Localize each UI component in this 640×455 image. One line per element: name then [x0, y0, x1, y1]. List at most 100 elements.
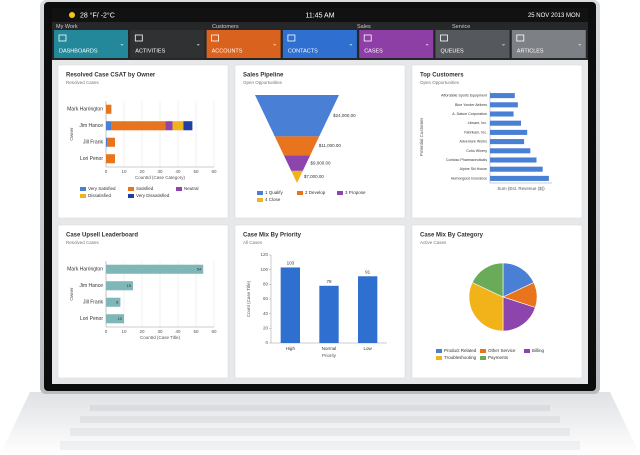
- x-tick-label: 40: [175, 169, 181, 174]
- bar: [490, 93, 515, 99]
- bar: [490, 139, 525, 145]
- y-tick-label: 0: [265, 340, 268, 345]
- legend-swatch: [297, 191, 303, 195]
- bar-segment: [107, 137, 115, 147]
- y-tick-label: 20: [263, 326, 269, 331]
- panel-subtitle: All Cases: [243, 240, 263, 245]
- tile-label: ACCOUNTS: [212, 48, 243, 54]
- nav-tile[interactable]: QUEUES ⌄: [435, 30, 510, 58]
- x-tick-label: 0: [105, 169, 108, 174]
- category-label: Contoso Pharmaceuticals: [446, 158, 487, 162]
- nav-tile[interactable]: ARTICLES ⌄: [511, 30, 586, 58]
- nav-tile[interactable]: ACTIVITIES ⌄: [130, 30, 205, 58]
- nav-tile[interactable]: CASES ⌄: [359, 30, 434, 58]
- value-label: 10: [118, 316, 123, 321]
- nav-tile[interactable]: CONTACTS ⌄: [282, 30, 357, 58]
- x-axis-label: Sum (Est. Revenue ($)): [497, 186, 545, 191]
- keyboard: [60, 405, 580, 450]
- category-label: Fabrikam, Inc.: [464, 130, 487, 134]
- y-axis-label: Count (Case Title): [246, 280, 251, 317]
- category-label: Jim Hance: [79, 283, 103, 289]
- bar: [106, 281, 133, 291]
- bar-segment: [165, 121, 173, 131]
- legend-label: 1 Qualify: [265, 190, 284, 195]
- dashboard: 28 °F/ -2°C 11:45 AM 25 NOV 2013 MON My …: [52, 8, 588, 384]
- category-label: Mark Harrington: [67, 267, 103, 273]
- weather-icon: [69, 12, 75, 18]
- tile-chevron: ⌄: [425, 42, 430, 48]
- value-label: 54: [197, 266, 202, 271]
- pie-slice: [502, 296, 536, 332]
- value-label: $24,000.00: [333, 113, 356, 118]
- value-label: 15: [127, 283, 132, 288]
- category-label: Blue Yonder Airlines: [455, 103, 487, 107]
- legend-label: Very Dissatisfied: [136, 193, 170, 198]
- legend-swatch: [128, 194, 134, 198]
- legend-swatch: [257, 191, 263, 195]
- y-tick-label: 60: [263, 296, 269, 301]
- legend-label: Neutral: [184, 186, 199, 191]
- value-label: 8: [116, 299, 119, 304]
- legend-swatch: [176, 187, 182, 191]
- date: 25 NOV 2013 MON: [528, 13, 580, 19]
- bar: [490, 148, 531, 154]
- laptop-base: [0, 392, 640, 455]
- x-tick-label: 20: [139, 329, 145, 334]
- x-axis-label: CountId (Case Title): [140, 335, 181, 340]
- tile-chevron: ⌄: [196, 42, 201, 48]
- legend-label: Billing: [532, 348, 545, 353]
- tile-chevron: ⌄: [501, 42, 506, 48]
- x-axis-label: CountId (Case Category): [135, 175, 186, 180]
- bar-segment: [106, 104, 112, 114]
- panel-subtitle: Resolved Cases: [66, 240, 100, 245]
- legend-label: Satisfied: [136, 186, 154, 191]
- nav-tile[interactable]: DASHBOARDS ⌄: [54, 30, 128, 58]
- nav-group: Service: [452, 24, 470, 30]
- tile-chevron: ⌄: [348, 42, 353, 48]
- y-tick-label: 100: [260, 267, 268, 272]
- bar-segment: [111, 121, 166, 131]
- tile-chevron: ⌄: [119, 42, 124, 48]
- category-label: Jim Hance: [79, 123, 103, 129]
- pie-slice: [468, 282, 504, 332]
- legend-swatch: [480, 356, 486, 360]
- x-tick-label: 0: [105, 329, 108, 334]
- x-tick-label: 10: [121, 329, 127, 334]
- x-tick-label: 30: [157, 329, 163, 334]
- legend-label: Payments: [488, 355, 509, 360]
- tile-label: QUEUES: [441, 48, 465, 54]
- legend-swatch: [80, 187, 86, 191]
- panel-subtitle: Active Cases: [420, 240, 447, 245]
- value-label: 78: [326, 279, 332, 284]
- legend-swatch: [524, 349, 530, 353]
- tile-icon: [211, 34, 220, 42]
- panel-title: Sales Pipeline: [243, 73, 284, 79]
- x-axis-label: Priority: [322, 353, 337, 358]
- x-tick-label: High: [286, 346, 296, 351]
- tile-icon: [363, 34, 372, 42]
- legend-swatch: [436, 356, 442, 360]
- funnel-segment: [255, 95, 339, 137]
- nav-tile[interactable]: ACCOUNTS ⌄: [206, 30, 281, 58]
- value-label: 91: [365, 269, 371, 274]
- category-label: Lori Penor: [80, 316, 103, 322]
- weather: 28 °F/ -2°C: [80, 11, 115, 19]
- legend-label: Other Service: [488, 348, 516, 353]
- panel-title: Case Mix By Priority: [243, 233, 302, 239]
- x-tick-label: 50: [193, 329, 199, 334]
- bar-segment: [172, 121, 184, 131]
- x-tick-label: 50: [193, 169, 199, 174]
- tile-icon: [516, 34, 525, 42]
- nav-group: Sales: [357, 24, 371, 30]
- legend-swatch: [80, 194, 86, 198]
- value-label: $9,000.00: [310, 160, 331, 165]
- bar: [280, 267, 300, 343]
- legend-swatch: [128, 187, 134, 191]
- bar: [490, 102, 518, 108]
- y-axis-label: Owner: [69, 287, 74, 301]
- legend-label: 3 Propose: [345, 190, 366, 195]
- x-tick-label: 10: [121, 169, 127, 174]
